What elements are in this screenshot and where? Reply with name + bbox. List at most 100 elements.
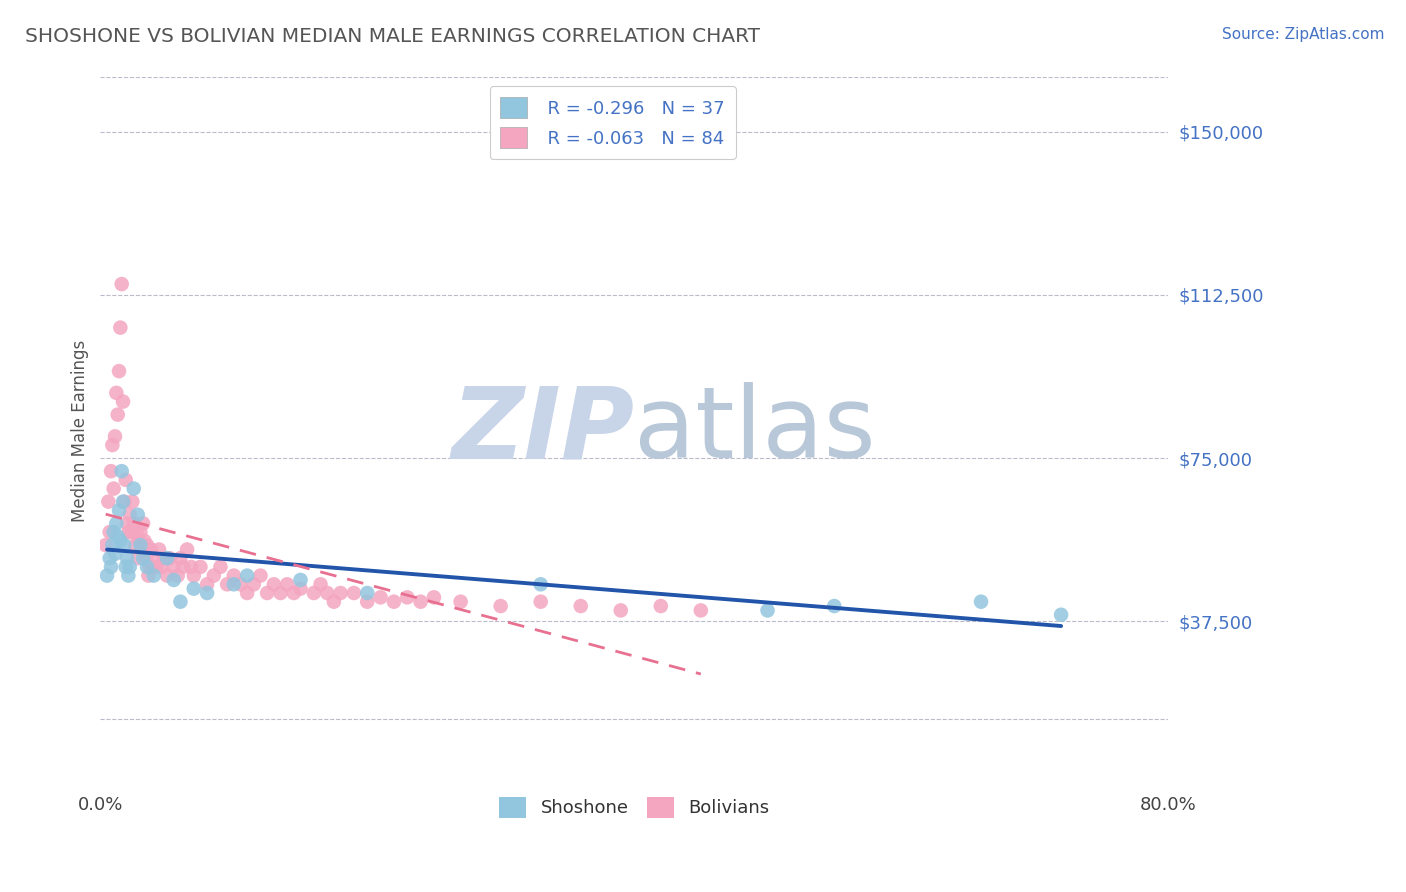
Point [176,542,198,557]
Point [166,568,188,582]
Point [236,568,259,582]
Point [290,573,312,587]
Point [118,560,141,574]
Point [322,595,344,609]
Point [195,577,218,591]
Point [108,364,131,378]
Legend: Shoshone, Bolivians: Shoshone, Bolivians [492,789,776,825]
Point [1050,607,1073,622]
Point [145,560,167,574]
Point [530,577,553,591]
Point [139,542,162,557]
Point [163,560,186,574]
Point [127,508,149,522]
Point [309,577,332,591]
Point [169,551,191,566]
Point [103,525,125,540]
Text: ZIP: ZIP [451,383,634,479]
Text: atlas: atlas [634,383,876,479]
Point [169,595,191,609]
Point [103,482,125,496]
Point [124,538,146,552]
Point [489,599,512,613]
Point [183,582,205,596]
Point [236,586,259,600]
Point [96,568,118,582]
Point [269,586,291,600]
Point [356,595,378,609]
Point [125,525,148,540]
Point [159,551,181,566]
Point [217,577,239,591]
Point [110,320,132,334]
Point [180,560,202,574]
Point [650,599,672,613]
Point [356,586,378,600]
Point [114,560,136,574]
Point [329,586,352,600]
Point [105,385,128,400]
Point [105,516,128,531]
Point [195,586,218,600]
Point [112,538,135,552]
Point [136,560,159,574]
Point [276,577,298,591]
Point [127,551,149,566]
Point [970,595,993,609]
Point [530,595,553,609]
Point [610,603,633,617]
Y-axis label: Median Male Earnings: Median Male Earnings [72,340,89,522]
Point [569,599,592,613]
Point [302,586,325,600]
Point [138,568,160,582]
Point [117,568,139,582]
Point [135,551,157,566]
Point [222,568,245,582]
Point [153,551,176,566]
Point [396,591,419,605]
Text: SHOSHONE VS BOLIVIAN MEDIAN MALE EARNINGS CORRELATION CHART: SHOSHONE VS BOLIVIAN MEDIAN MALE EARNING… [25,27,761,45]
Point [283,586,305,600]
Point [202,568,225,582]
Point [142,551,165,566]
Point [243,577,266,591]
Point [142,568,165,582]
Point [115,551,138,566]
Point [370,591,392,605]
Point [141,560,163,574]
Point [100,560,122,574]
Point [98,525,121,540]
Point [118,508,141,522]
Point [112,494,135,508]
Point [108,503,131,517]
Point [101,538,124,552]
Point [117,525,139,540]
Point [129,538,152,552]
Point [150,560,173,574]
Point [100,464,122,478]
Point [756,603,779,617]
Point [163,573,186,587]
Point [111,277,134,291]
Point [148,542,170,557]
Point [107,529,129,543]
Point [121,494,143,508]
Point [209,560,232,574]
Point [132,516,155,531]
Point [110,533,132,548]
Point [183,568,205,582]
Point [156,551,179,566]
Point [382,595,405,609]
Point [423,591,446,605]
Point [229,577,252,591]
Point [112,394,135,409]
Point [409,595,432,609]
Point [450,595,472,609]
Point [343,586,366,600]
Point [689,603,711,617]
Point [122,482,145,496]
Point [111,464,134,478]
Point [256,586,278,600]
Point [132,551,155,566]
Point [316,586,339,600]
